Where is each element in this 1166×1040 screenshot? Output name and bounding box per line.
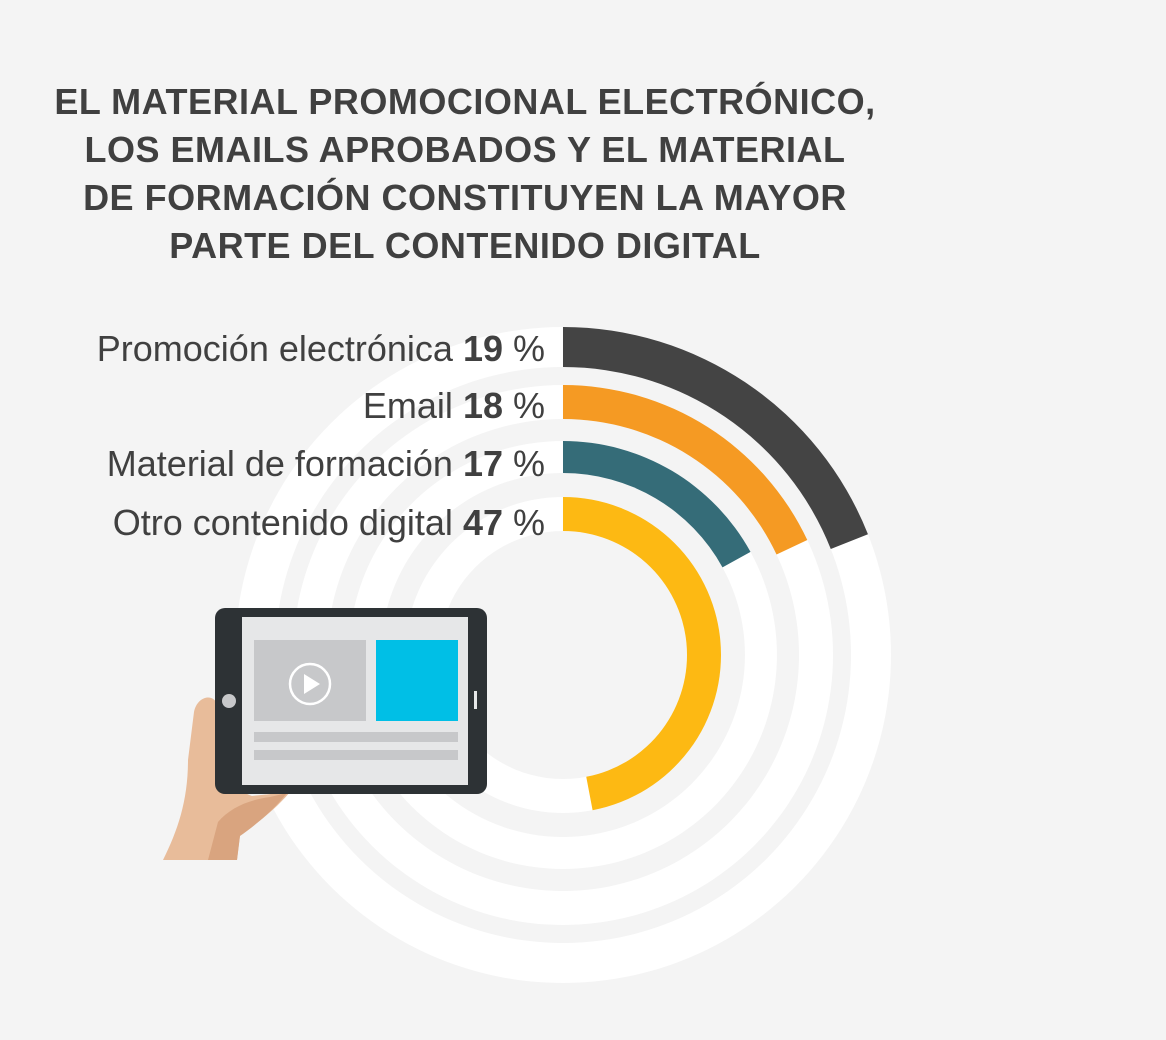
legend-label: Promoción electrónica [97,328,463,369]
title-line: DE FORMACIÓN CONSTITUYEN LA MAYOR [83,177,847,218]
data-label: 17 [463,443,503,484]
legend: Promoción electrónica 19 %Email 18 %Materi… [97,328,545,543]
text-line [254,732,458,742]
data-label: 47 [463,502,503,543]
title-line: LOS EMAILS APROBADOS Y EL MATERIAL [84,129,846,170]
text-line [254,750,458,760]
data-label: 18 [463,385,503,426]
unit-label: % [513,443,545,484]
image-thumbnail [376,640,458,721]
data-label: 19 [463,328,503,369]
ring-arc-1 [563,327,868,549]
legend-entry: Otro contenido digital 47% [113,502,545,543]
chart-title: EL MATERIAL PROMOCIONAL ELECTRÓNICO, LOS… [10,78,920,270]
legend-label: Email [363,385,463,426]
title-line: EL MATERIAL PROMOCIONAL ELECTRÓNICO, [54,81,876,122]
ring-arcs [563,327,868,811]
hand-shadow [208,793,287,860]
unit-label: % [513,328,545,369]
tablet-home-button [222,694,236,708]
ring-arc-3 [563,441,751,568]
legend-label: Material de formación [107,443,463,484]
legend-label: Otro contenido digital [113,502,463,543]
ring-arc-2 [563,385,808,555]
legend-entry: Material de formación 17% [107,443,545,484]
title-line: PARTE DEL CONTENIDO DIGITAL [169,225,761,266]
tablet-side-button [474,691,477,709]
legend-entry: Promoción electrónica 19% [97,328,545,369]
unit-label: % [513,385,545,426]
ring-arc-4 [563,497,722,811]
play-icon [288,662,332,706]
tablet-illustration [163,608,487,860]
unit-label: % [513,502,545,543]
legend-entry: Email 18% [363,385,545,426]
